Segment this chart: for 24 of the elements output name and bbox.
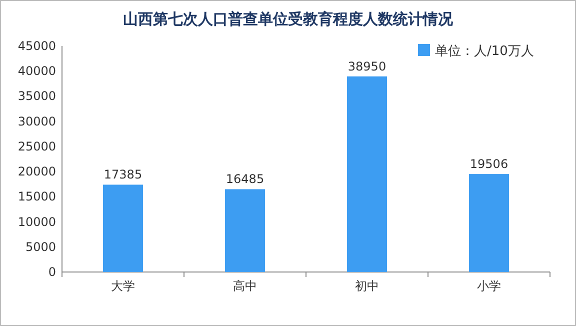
x-tick-label: 高中 [233, 279, 257, 293]
x-tick-label: 大学 [111, 279, 135, 293]
y-tick-label: 10000 [18, 214, 56, 229]
y-tick-label: 20000 [18, 164, 56, 179]
y-tick-label: 0 [48, 265, 56, 279]
bar [469, 174, 509, 272]
y-tick-label: 5000 [25, 240, 56, 254]
data-label: 17385 [104, 168, 142, 182]
y-tick-label: 25000 [18, 139, 56, 154]
y-tick-label: 40000 [18, 64, 56, 78]
y-tick-label: 45000 [18, 39, 56, 53]
bar [347, 76, 387, 272]
bar [103, 184, 143, 272]
y-tick-label: 30000 [18, 114, 56, 128]
bar [225, 189, 265, 272]
x-tick-label: 初中 [355, 279, 379, 293]
data-label: 16485 [226, 172, 264, 186]
y-tick-label: 35000 [18, 89, 56, 104]
data-label: 19506 [470, 157, 508, 172]
x-tick-label: 小学 [477, 279, 501, 293]
y-tick-label: 15000 [18, 190, 56, 204]
data-label: 38950 [348, 59, 386, 74]
chart-title: 山西第七次人口普查单位受教育程度人数统计情况 [123, 10, 454, 28]
legend-label: 单位：人/10万人 [435, 44, 534, 59]
